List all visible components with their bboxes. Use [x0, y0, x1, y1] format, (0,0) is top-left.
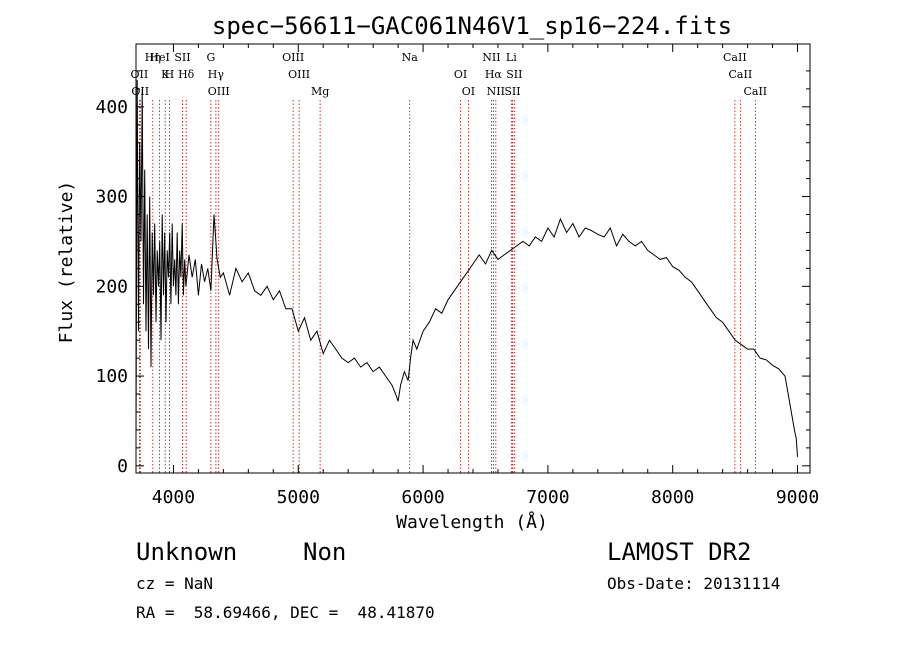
x-tick-label-5000: 5000	[277, 487, 320, 508]
line-label-1-1: OII	[131, 85, 149, 98]
line-label-7-0: Hδ	[178, 68, 195, 81]
line-label-6-2: SII	[174, 51, 190, 64]
line-label-2-2: Hη	[145, 51, 161, 64]
line-label-11-2: OIII	[282, 51, 304, 64]
line-label-8-2: G	[206, 51, 215, 64]
line-label-14-2: Na	[402, 51, 419, 64]
line-label-19-1: NII	[487, 85, 505, 98]
y-tick-label-300: 300	[95, 187, 128, 208]
line-label-21-1: SII	[504, 85, 520, 98]
x-tick-label-8000: 8000	[651, 487, 694, 508]
spectrum-line	[135, 79, 798, 457]
y-tick-label-0: 0	[117, 456, 128, 477]
line-label-9-0: Hγ	[208, 68, 225, 81]
line-label-17-2: NII	[482, 51, 500, 64]
line-label-12-0: OIII	[288, 68, 310, 81]
emission-line-labels: OIIOIIHηHeIKHSIIHδGHγOIIIOIIIOIIIMgNaOIO…	[131, 51, 768, 98]
line-label-0-0: OII	[131, 68, 149, 81]
line-label-20-2: Li	[506, 51, 517, 64]
x-tick-label-6000: 6000	[401, 487, 444, 508]
y-tick-label-100: 100	[95, 366, 128, 387]
x-axis-label: Wavelength (Å)	[396, 511, 548, 533]
line-label-13-1: Mg	[311, 85, 329, 98]
axis-ticks: 4000 5000 6000 7000 8000 9000 0 100 200 300 400	[95, 44, 819, 508]
line-label-18-0: Hα	[485, 68, 503, 81]
redshift-value: cz = NaN	[136, 574, 214, 593]
y-axis-label: Flux (relative)	[56, 181, 77, 344]
observation-date: Obs-Date: 20131114	[607, 574, 781, 593]
line-label-10-1: OIII	[208, 85, 230, 98]
x-tick-label-4000: 4000	[152, 487, 195, 508]
line-label-25-1: CaII	[743, 85, 767, 98]
y-tick-label-200: 200	[95, 276, 128, 297]
line-label-16-1: OI	[462, 85, 475, 98]
x-tick-label-7000: 7000	[526, 487, 569, 508]
line-label-22-0: SII	[506, 68, 522, 81]
line-label-23-2: CaII	[723, 51, 747, 64]
y-tick-label-400: 400	[95, 97, 128, 118]
object-subclass: Non	[303, 538, 347, 566]
plot-frame	[135, 43, 811, 474]
line-label-15-0: OI	[454, 68, 467, 81]
line-label-5-0: H	[165, 68, 175, 81]
object-class: Unknown	[136, 538, 238, 566]
line-label-4-0: K	[161, 68, 170, 81]
survey-name: LAMOST DR2	[607, 538, 752, 566]
line-label-24-0: CaII	[729, 68, 753, 81]
emission-line-markers	[138, 100, 756, 473]
line-label-3-2: HeI	[149, 51, 169, 64]
chart-title: spec−56611−GAC061N46V1_sp16−224.fits	[212, 12, 732, 40]
sky-coordinates: RA = 58.69466, DEC = 48.41870	[136, 603, 435, 622]
x-tick-label-9000: 9000	[776, 487, 819, 508]
